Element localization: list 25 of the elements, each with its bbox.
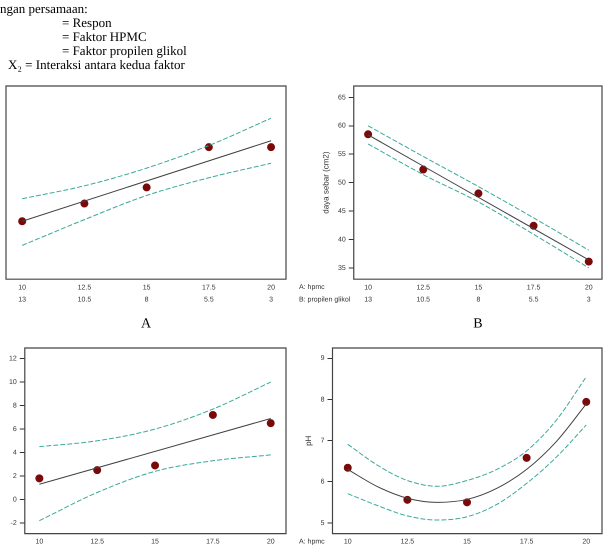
point: [142, 183, 151, 192]
text: = Faktor propilen glikol: [62, 43, 187, 58]
line-series: [38, 454, 272, 522]
line-series: [347, 424, 587, 521]
point: [474, 189, 482, 198]
text: = Faktor HPMC: [62, 29, 147, 44]
y-axis-title: pH: [304, 435, 314, 446]
line-series: [347, 376, 587, 487]
y-axis-title: daya sebar (cm2): [321, 151, 330, 214]
point: [267, 143, 276, 152]
point: [364, 130, 372, 138]
point: [582, 398, 590, 406]
text: ngan persamaan:: [0, 1, 88, 16]
text: = Respon: [62, 15, 112, 30]
line-series: [38, 382, 272, 448]
point: [266, 419, 275, 428]
point: [208, 410, 217, 419]
point: [584, 258, 593, 266]
text: B: [473, 316, 483, 332]
point: [151, 461, 160, 470]
text: X₂ = Interaksi antara kedua faktor: [8, 57, 185, 72]
point: [35, 474, 44, 482]
text: A: [140, 316, 152, 332]
point: [522, 454, 531, 462]
point: [344, 464, 352, 472]
